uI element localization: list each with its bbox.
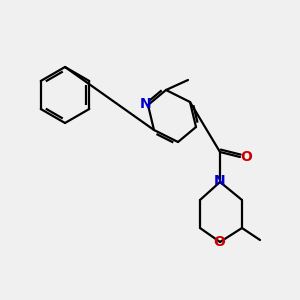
Text: N: N [214, 174, 226, 188]
Text: O: O [213, 235, 225, 249]
Text: O: O [240, 150, 252, 164]
Text: N: N [140, 97, 152, 111]
